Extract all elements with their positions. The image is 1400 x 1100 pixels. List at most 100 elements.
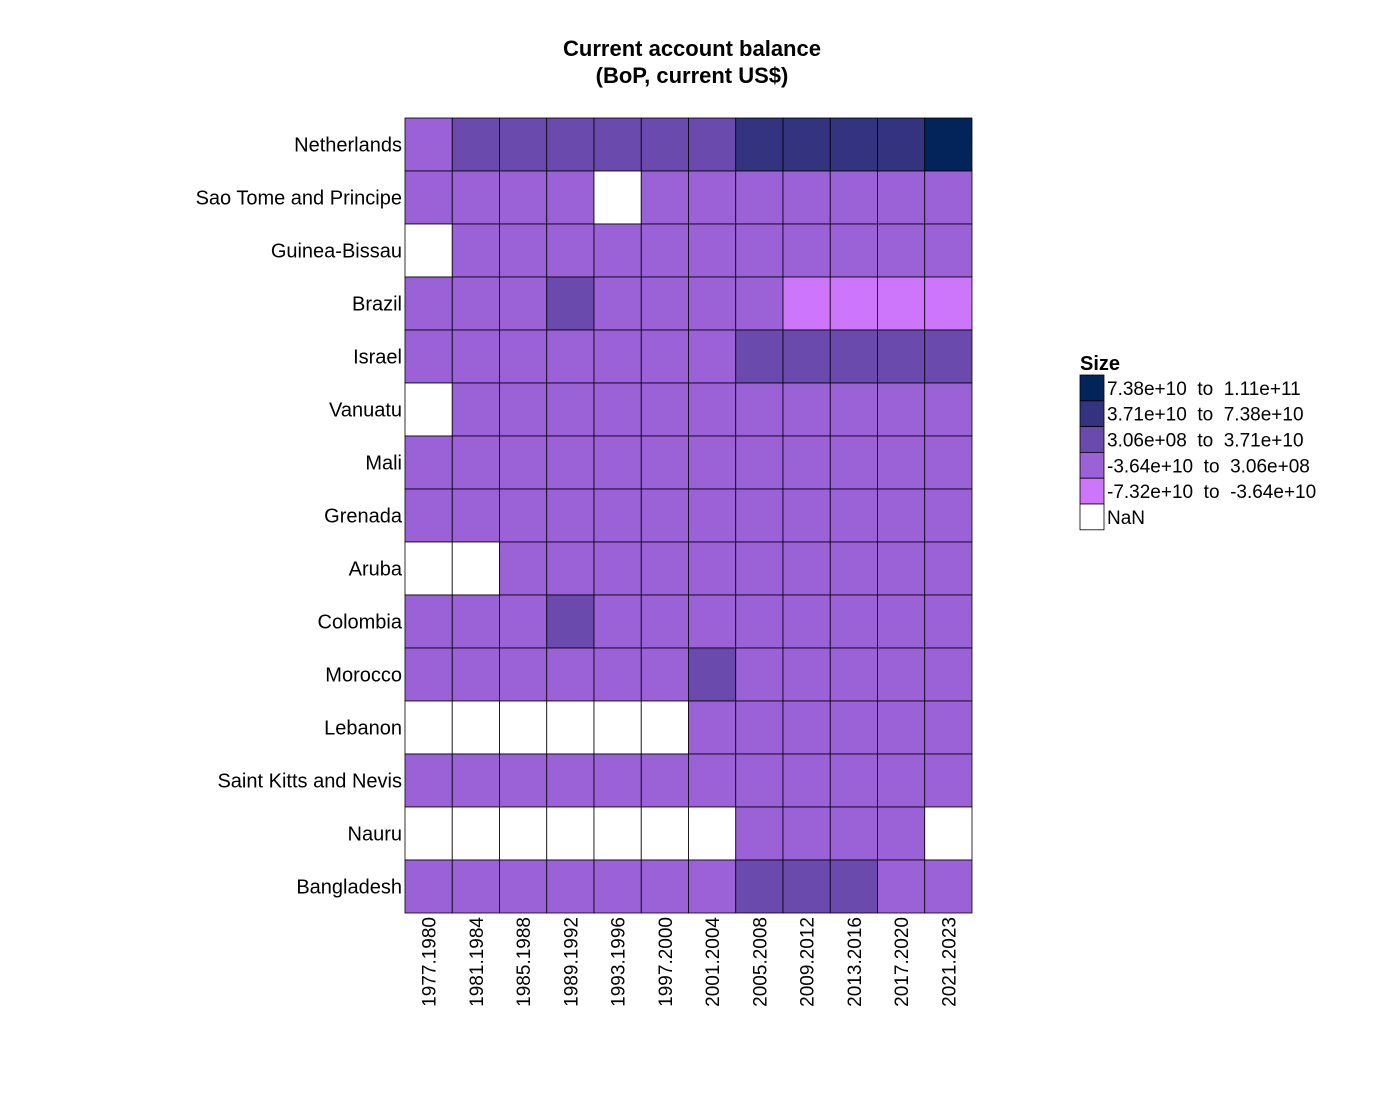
heatmap-cell <box>546 488 595 543</box>
heatmap-cell <box>640 382 689 437</box>
heatmap-cell <box>640 859 689 914</box>
heatmap-cell <box>877 276 926 331</box>
heatmap-cell <box>640 276 689 331</box>
column-label: 1985.1988 <box>514 917 535 1007</box>
heatmap-cell <box>782 541 831 596</box>
heatmap-cell <box>829 594 878 649</box>
column-label: 1993.1996 <box>609 917 630 1007</box>
heatmap-cell <box>782 117 831 172</box>
heatmap-cell <box>782 859 831 914</box>
heatmap-cell <box>782 170 831 225</box>
heatmap-cell <box>593 435 642 490</box>
heatmap-cell <box>735 382 784 437</box>
row-label: Guinea-Bissau <box>271 241 402 263</box>
heatmap-cell <box>499 806 548 861</box>
heatmap-cell <box>924 859 973 914</box>
heatmap-cell <box>782 382 831 437</box>
heatmap-cell <box>404 594 453 649</box>
heatmap-cell <box>593 594 642 649</box>
legend: Size 7.38e+10 to 1.11e+11 3.71e+10 to 7.3… <box>1079 353 1316 531</box>
row-label: Morocco <box>325 665 402 687</box>
heatmap-cell <box>451 223 500 278</box>
heatmap-cell <box>593 276 642 331</box>
column-label: 1997.2000 <box>656 917 677 1007</box>
heatmap-cell <box>688 276 737 331</box>
heatmap-cell <box>924 435 973 490</box>
heatmap-cell <box>735 488 784 543</box>
heatmap-cell <box>546 806 595 861</box>
heatmap-cell <box>688 329 737 384</box>
heatmap-cell <box>451 382 500 437</box>
heatmap-cell <box>404 700 453 755</box>
heatmap-cell <box>546 435 595 490</box>
heatmap-cell <box>546 700 595 755</box>
row-label: Vanuatu <box>329 400 402 422</box>
heatmap-cell <box>829 382 878 437</box>
heatmap-cell <box>829 276 878 331</box>
heatmap-cell <box>593 806 642 861</box>
heatmap-cell <box>735 859 784 914</box>
heatmap-cell <box>451 753 500 808</box>
heatmap-cell <box>546 117 595 172</box>
heatmap-cell <box>404 223 453 278</box>
heatmap-cell <box>688 488 737 543</box>
row-label: Mali <box>365 453 402 475</box>
heatmap-cell <box>877 753 926 808</box>
heatmap-cell <box>640 117 689 172</box>
heatmap-cell <box>451 700 500 755</box>
heatmap-cell <box>782 753 831 808</box>
heatmap-cell <box>782 647 831 702</box>
heatmap-cell <box>640 488 689 543</box>
heatmap-cell <box>546 382 595 437</box>
heatmap-cell <box>499 753 548 808</box>
heatmap-cell <box>735 700 784 755</box>
heatmap-cell <box>451 541 500 596</box>
heatmap-cell <box>688 170 737 225</box>
heatmap-cell <box>499 276 548 331</box>
legend-items: 7.38e+10 to 1.11e+11 3.71e+10 to 7.38e+10… <box>1079 374 1316 531</box>
legend-label: 3.06e+08 to 3.71e+10 <box>1107 431 1304 452</box>
heatmap-cell <box>877 806 926 861</box>
heatmap-cell <box>924 647 973 702</box>
heatmap-cell <box>593 170 642 225</box>
heatmap-cell <box>877 488 926 543</box>
heatmap-cell <box>451 276 500 331</box>
chart-title-line-2: (BoP, current US$) <box>596 63 789 88</box>
heatmap-cell <box>546 859 595 914</box>
heatmap-cell <box>404 753 453 808</box>
column-label: 2009.2012 <box>798 917 819 1007</box>
heatmap-cell <box>451 117 500 172</box>
heatmap-cell <box>451 435 500 490</box>
heatmap-cell <box>499 435 548 490</box>
heatmap-cell <box>877 700 926 755</box>
legend-swatch <box>1079 400 1105 427</box>
heatmap-cell <box>451 859 500 914</box>
heatmap-cell <box>593 700 642 755</box>
heatmap-cell <box>735 753 784 808</box>
heatmap-cell <box>924 753 973 808</box>
heatmap-cell <box>735 806 784 861</box>
heatmap-cell <box>735 223 784 278</box>
row-label: Brazil <box>352 294 402 316</box>
column-label: 2013.2016 <box>845 917 866 1007</box>
heatmap-cell <box>546 647 595 702</box>
heatmap-cell <box>499 488 548 543</box>
heatmap-cell <box>735 435 784 490</box>
heatmap-cell <box>640 594 689 649</box>
heatmap-cell <box>546 223 595 278</box>
heatmap-cell <box>640 753 689 808</box>
heatmap-cell <box>688 806 737 861</box>
heatmap-cell <box>924 170 973 225</box>
heatmap-cell <box>877 859 926 914</box>
heatmap-cell <box>924 700 973 755</box>
heatmap-cell <box>404 859 453 914</box>
heatmap-cell <box>640 435 689 490</box>
heatmap-cell <box>593 541 642 596</box>
row-label: Grenada <box>324 506 403 528</box>
heatmap-cell <box>451 329 500 384</box>
heatmap-cell <box>593 382 642 437</box>
heatmap-cell <box>404 382 453 437</box>
heatmap-cell <box>924 276 973 331</box>
heatmap-cell <box>499 647 548 702</box>
row-label: Bangladesh <box>296 877 402 899</box>
